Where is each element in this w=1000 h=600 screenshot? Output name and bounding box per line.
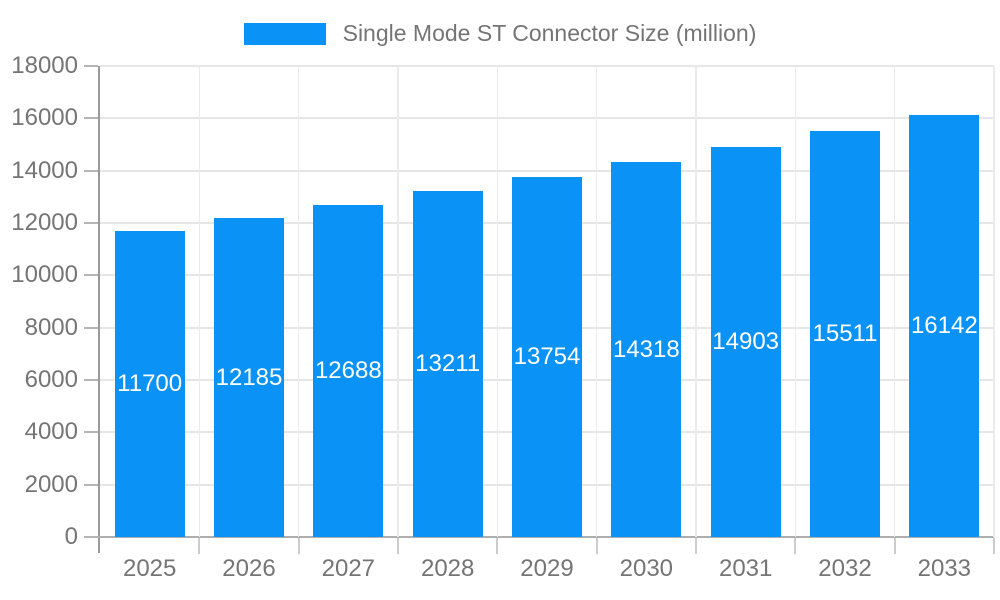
- x-axis-tick: [695, 538, 697, 554]
- bar-value-label: 13211: [415, 350, 481, 378]
- x-tick-label: 2033: [917, 555, 972, 582]
- bar-value-label: 12688: [314, 357, 382, 384]
- x-axis-tick: [397, 538, 399, 554]
- y-axis-tick: [84, 483, 98, 486]
- bar-value-label: 12185: [215, 363, 283, 391]
- y-axis-tick: [84, 65, 98, 67]
- plot-area: 0 2000 4000 6000 8000 10000 12000 14000 16000 180…: [11, 52, 995, 582]
- y-tick-label: 18000: [11, 52, 78, 79]
- x-tick-label: 2030: [619, 555, 674, 582]
- x-axis-tick: [297, 538, 300, 554]
- y-tick-label: 8000: [24, 313, 78, 341]
- y-axis-line: [98, 66, 100, 553]
- gridline-horizontal: [100, 117, 994, 120]
- x-tick-label: 2032: [818, 555, 872, 582]
- y-tick-label: 4000: [24, 418, 78, 446]
- bar-value-label: 11700: [117, 369, 183, 397]
- bar: 12185: [214, 218, 284, 537]
- y-axis-tick: [84, 536, 98, 538]
- x-tick-label: 2027: [321, 555, 376, 582]
- y-tick-label: 0: [64, 523, 78, 550]
- bar: 12688: [313, 205, 384, 537]
- bar: 13754: [512, 177, 582, 537]
- gridline-vertical: [397, 66, 399, 537]
- x-axis-tick: [595, 538, 598, 554]
- y-axis-tick: [84, 326, 98, 329]
- x-axis-line: [98, 536, 994, 538]
- x-axis-tick: [893, 538, 896, 554]
- y-tick-label: 2000: [24, 470, 78, 498]
- bar-value-label: 14903: [712, 328, 780, 356]
- bar-value-label: 13754: [513, 343, 581, 371]
- gridline-vertical: [496, 66, 499, 537]
- x-tick-label: 2025: [122, 555, 177, 582]
- x-axis-tick: [496, 538, 499, 554]
- bar: 11700: [114, 230, 185, 537]
- y-axis-tick: [84, 274, 98, 277]
- y-axis-tick: [84, 431, 98, 434]
- bar-value-label: 14318: [612, 335, 680, 363]
- x-axis-tick: [794, 538, 797, 554]
- y-axis-tick: [84, 169, 98, 172]
- bar-value-label: 15511: [812, 320, 878, 348]
- gridline-vertical: [297, 66, 300, 537]
- bar: 15511: [810, 131, 880, 537]
- x-tick-label: 2026: [222, 555, 276, 582]
- y-tick-label: 12000: [11, 209, 78, 236]
- bar-value-label: 16142: [910, 311, 978, 339]
- bar: 16142: [909, 114, 980, 537]
- gridline-vertical: [595, 66, 598, 537]
- y-axis-tick: [84, 117, 98, 120]
- x-axis-tick: [993, 538, 995, 554]
- bar: 14903: [710, 147, 781, 537]
- gridline-horizontal: [100, 169, 994, 172]
- y-tick-label: 6000: [24, 366, 78, 393]
- bar: 14318: [611, 162, 682, 537]
- y-tick-label: 14000: [11, 156, 78, 184]
- gridline-vertical: [993, 66, 995, 537]
- gridline-vertical: [893, 66, 896, 537]
- gridline-vertical: [198, 66, 201, 537]
- legend-swatch: [243, 22, 326, 45]
- x-tick-label: 2029: [520, 555, 574, 582]
- bar: 13211: [412, 191, 483, 537]
- legend-label: Single Mode ST Connector Size (million): [342, 20, 757, 46]
- x-tick-label: 2028: [420, 555, 475, 582]
- chart-legend: Single Mode ST Connector Size (million): [0, 20, 1000, 47]
- gridline-vertical: [794, 66, 797, 537]
- y-tick-label: 10000: [11, 261, 78, 289]
- y-axis-tick: [84, 379, 98, 381]
- x-axis-tick: [198, 538, 201, 554]
- y-axis-tick: [84, 222, 98, 224]
- gridline-vertical: [695, 66, 697, 537]
- x-tick-label: 2031: [718, 555, 773, 582]
- y-tick-label: 16000: [11, 104, 78, 132]
- gridline-horizontal: [100, 65, 994, 67]
